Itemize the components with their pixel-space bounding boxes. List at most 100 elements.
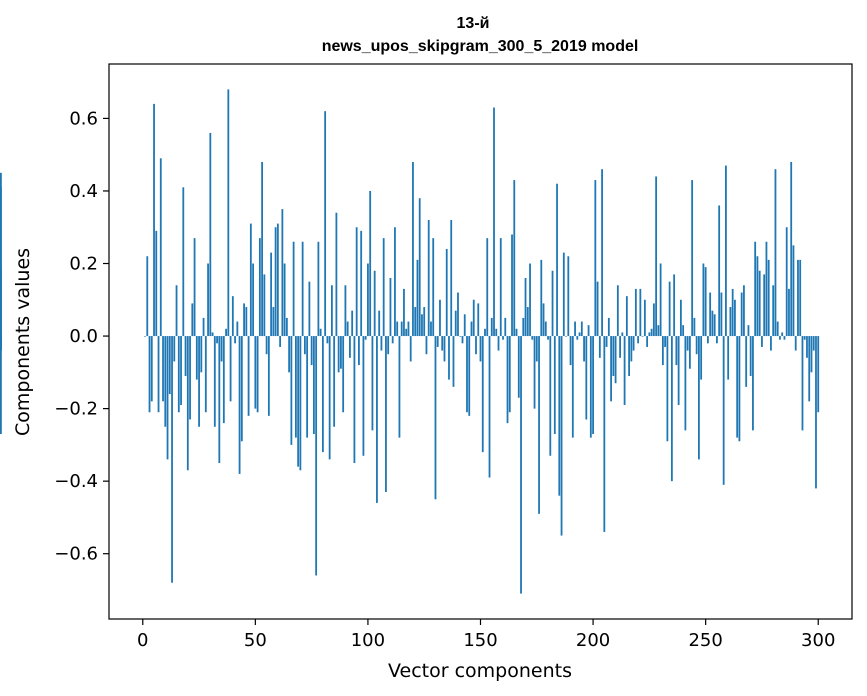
bar-49 xyxy=(252,263,254,337)
bar-279 xyxy=(770,336,772,351)
bar-77 xyxy=(315,336,318,576)
bar-169 xyxy=(522,317,525,337)
bar-80 xyxy=(321,336,324,453)
y-tick-label: −0.4 xyxy=(54,471,98,492)
bar-141 xyxy=(459,336,462,337)
bar-42 xyxy=(236,321,239,337)
bar-193 xyxy=(576,336,579,340)
bar-65 xyxy=(288,336,291,373)
bar-56 xyxy=(267,336,270,416)
bar-261 xyxy=(729,307,732,337)
bar-89 xyxy=(342,336,345,413)
bar-209 xyxy=(612,336,615,376)
bar-251 xyxy=(707,336,709,344)
bar-227 xyxy=(652,303,655,337)
bar-219 xyxy=(634,288,637,337)
bar-172 xyxy=(529,263,531,337)
x-axis-label: Vector components xyxy=(388,660,572,682)
bar-198 xyxy=(587,325,590,337)
bar-144 xyxy=(466,336,468,413)
bar-5 xyxy=(153,103,155,337)
plot-frame xyxy=(108,63,853,620)
bar-254 xyxy=(713,314,716,337)
bar-285 xyxy=(783,336,786,340)
bar-291 xyxy=(797,259,799,337)
bar-137 xyxy=(450,219,453,337)
bar-109 xyxy=(387,336,390,355)
bar-71 xyxy=(301,241,304,337)
bar-74 xyxy=(308,281,311,337)
bar-140 xyxy=(457,292,459,337)
bar-85 xyxy=(333,336,336,427)
bar-86 xyxy=(335,212,338,337)
bar-103 xyxy=(373,270,376,337)
bar-180 xyxy=(547,336,549,340)
bar-300 xyxy=(817,336,820,413)
bar-45 xyxy=(243,303,245,337)
bar-44 xyxy=(240,336,243,442)
bar-149 xyxy=(477,303,480,337)
bar-295 xyxy=(806,336,808,358)
bar-43 xyxy=(238,336,241,474)
bar-255 xyxy=(716,336,718,344)
bar-undefined xyxy=(0,336,2,434)
bar-287 xyxy=(788,288,790,337)
bar-146 xyxy=(470,321,473,337)
bar-28 xyxy=(204,336,207,413)
bar-19 xyxy=(184,336,187,376)
bar-240 xyxy=(682,325,685,337)
bar-15 xyxy=(175,285,178,337)
bar-214 xyxy=(623,336,626,405)
bar-242 xyxy=(686,336,689,351)
bar-73 xyxy=(306,336,309,438)
bar-225 xyxy=(648,332,651,337)
bar-197 xyxy=(585,336,588,420)
bar-55 xyxy=(265,336,268,355)
bar-131 xyxy=(436,336,439,347)
bar-252 xyxy=(709,292,712,337)
x-axis-ticks: 0 50 100 150 200 250 300 xyxy=(137,619,835,651)
bar-16 xyxy=(177,336,180,413)
bar-112 xyxy=(394,227,396,337)
bar-29 xyxy=(207,263,209,337)
bar-243 xyxy=(688,336,691,369)
bar-81 xyxy=(324,111,327,337)
bar-40 xyxy=(231,296,234,337)
bar-289 xyxy=(792,245,795,337)
bar-275 xyxy=(761,336,763,347)
bar-2 xyxy=(146,256,149,337)
bar-213 xyxy=(621,332,624,337)
bar-30 xyxy=(209,132,212,337)
bar-245 xyxy=(693,317,696,337)
bar-120 xyxy=(412,161,414,337)
bar-143 xyxy=(463,314,466,337)
bar-98 xyxy=(362,336,365,456)
bar-47 xyxy=(247,336,250,416)
bar-173 xyxy=(531,336,534,340)
bar-11 xyxy=(166,336,169,460)
bar-32 xyxy=(213,336,216,427)
bar-75 xyxy=(310,336,313,366)
bar-33 xyxy=(216,336,218,344)
bar-199 xyxy=(589,336,592,438)
bar-106 xyxy=(380,336,383,351)
bar-158 xyxy=(497,336,500,351)
bar-76 xyxy=(312,336,315,434)
bar-175 xyxy=(535,336,538,362)
bar-293 xyxy=(801,336,804,431)
bar-132 xyxy=(439,299,441,337)
bar-152 xyxy=(484,328,486,337)
bar-9 xyxy=(162,336,164,402)
bar-179 xyxy=(544,321,547,337)
bar-297 xyxy=(810,336,813,373)
bar-118 xyxy=(407,321,410,337)
bar-undefined xyxy=(0,187,2,337)
bar-176 xyxy=(538,336,540,514)
bar-151 xyxy=(481,336,484,453)
bar-294 xyxy=(803,336,806,340)
bar-171 xyxy=(526,307,529,337)
bar-20 xyxy=(186,336,189,471)
bar-70 xyxy=(299,336,302,471)
bar-208 xyxy=(610,336,612,402)
bar-216 xyxy=(628,336,630,376)
